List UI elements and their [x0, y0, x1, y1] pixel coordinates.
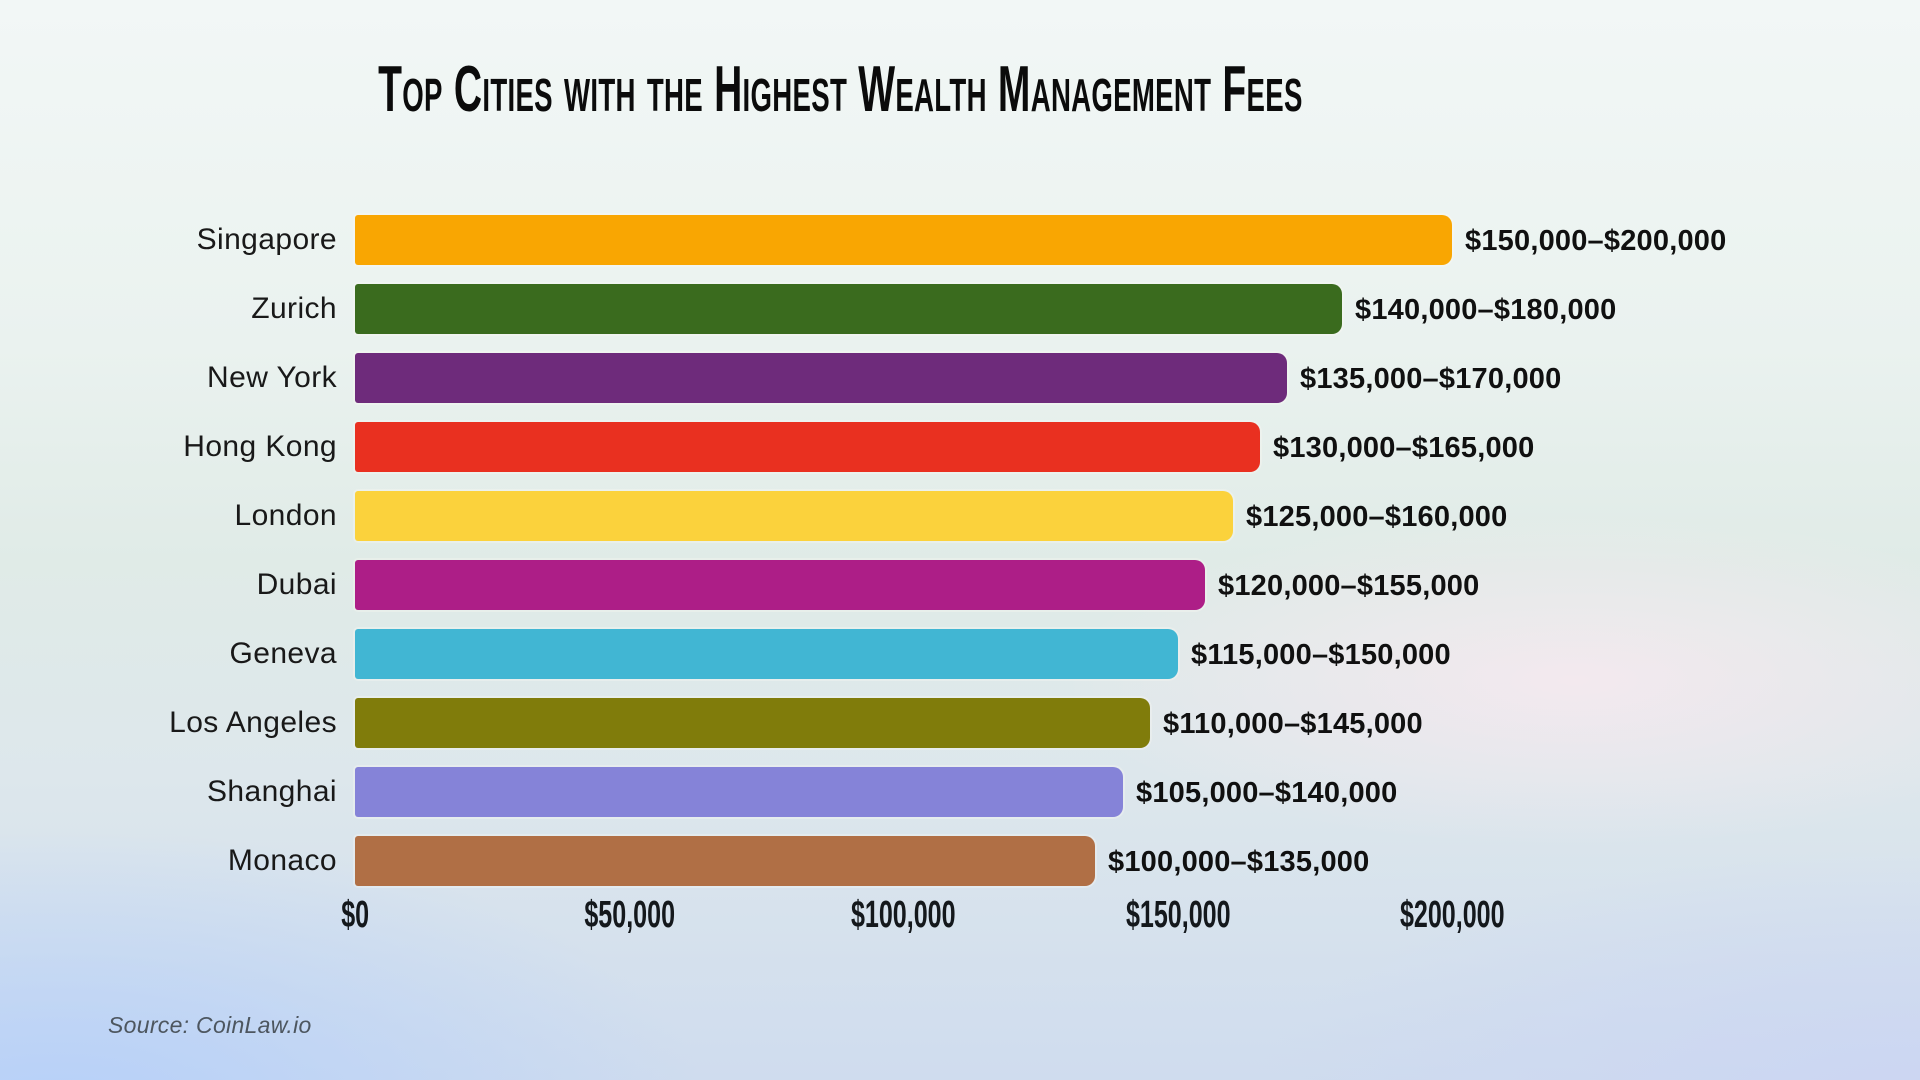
category-label: Zurich	[251, 292, 337, 325]
bar-row: Shanghai $105,000–$140,000	[0, 767, 1920, 817]
bar	[355, 422, 1260, 472]
bar-row: Geneva $115,000–$150,000	[0, 629, 1920, 679]
bar	[355, 698, 1150, 748]
category-label: Monaco	[227, 844, 337, 877]
x-tick: $0	[205, 894, 505, 937]
bar	[355, 215, 1452, 265]
value-label: $130,000–$165,000	[1273, 432, 1535, 464]
category-label: Singapore	[196, 223, 337, 256]
value-label: $105,000–$140,000	[1136, 777, 1398, 809]
category-label: Hong Kong	[183, 430, 337, 463]
bar-row: Hong Kong $130,000–$165,000	[0, 422, 1920, 472]
category-label: Geneva	[229, 637, 337, 670]
bar-row: Dubai $120,000–$155,000	[0, 560, 1920, 610]
x-tick-label: $100,000	[851, 894, 956, 936]
x-tick: $200,000	[1302, 894, 1602, 937]
source-note: Source: CoinLaw.io	[108, 1012, 312, 1038]
x-tick: $100,000	[754, 894, 1054, 937]
x-tick-label: $150,000	[1125, 894, 1231, 936]
category-label: Los Angeles	[169, 706, 337, 739]
bar	[355, 629, 1178, 679]
value-label: $150,000–$200,000	[1465, 225, 1727, 257]
value-label: $135,000–$170,000	[1300, 363, 1562, 395]
x-tick: $50,000	[479, 894, 779, 937]
chart-title: Top Cities with the Highest Wealth Manag…	[377, 52, 1303, 125]
bar	[355, 836, 1095, 886]
value-label: $120,000–$155,000	[1218, 570, 1480, 602]
bar	[355, 353, 1287, 403]
value-label: $100,000–$135,000	[1108, 846, 1370, 878]
x-tick: $150,000	[1028, 894, 1328, 937]
bar-row: Los Angeles $110,000–$145,000	[0, 698, 1920, 748]
chart-title-wrap: Top Cities with the Highest Wealth Manag…	[0, 56, 1680, 121]
category-label: Dubai	[256, 568, 337, 601]
value-label: $125,000–$160,000	[1246, 501, 1508, 533]
x-tick-label: $50,000	[583, 894, 675, 936]
bar-row: Zurich $140,000–$180,000	[0, 284, 1920, 334]
category-label: New York	[207, 361, 337, 394]
x-tick-label: $200,000	[1399, 894, 1505, 936]
bar	[355, 491, 1233, 541]
value-label: $140,000–$180,000	[1355, 294, 1617, 326]
bar-row: New York $135,000–$170,000	[0, 353, 1920, 403]
bar	[355, 284, 1342, 334]
bar-row: London $125,000–$160,000	[0, 491, 1920, 541]
bar-row: Monaco $100,000–$135,000	[0, 836, 1920, 886]
bar	[355, 767, 1123, 817]
value-label: $115,000–$150,000	[1191, 639, 1451, 671]
value-label: $110,000–$145,000	[1163, 708, 1423, 740]
bar-row: Singapore $150,000–$200,000	[0, 215, 1920, 265]
category-label: London	[234, 499, 337, 532]
x-tick-label: $0	[341, 894, 369, 936]
bar	[355, 560, 1205, 610]
category-label: Shanghai	[207, 775, 337, 808]
